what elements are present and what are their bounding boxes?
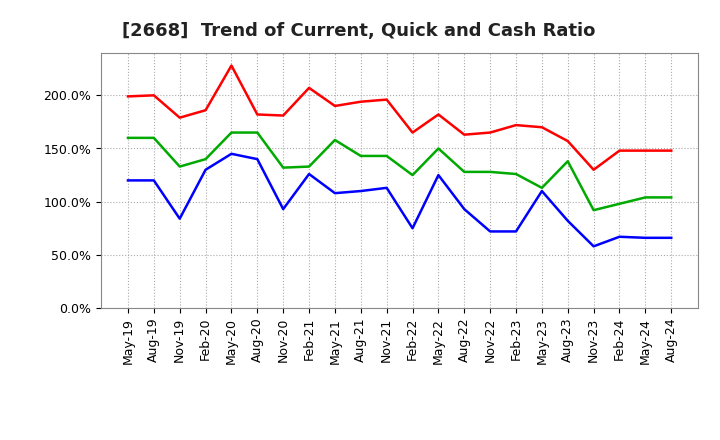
Quick Ratio (538, 185, 546, 191)
Current Ratio (279, 113, 287, 118)
Current Ratio (434, 112, 443, 117)
Cash Ratio (356, 188, 365, 194)
Current Ratio (486, 130, 495, 135)
Current Ratio (150, 93, 158, 98)
Cash Ratio (150, 178, 158, 183)
Cash Ratio (538, 188, 546, 194)
Current Ratio (330, 103, 339, 109)
Current Ratio (408, 130, 417, 135)
Cash Ratio (486, 229, 495, 234)
Quick Ratio (176, 164, 184, 169)
Current Ratio (512, 122, 521, 128)
Quick Ratio (434, 146, 443, 151)
Current Ratio (202, 107, 210, 113)
Cash Ratio (279, 206, 287, 212)
Line: Cash Ratio: Cash Ratio (128, 154, 671, 246)
Cash Ratio (615, 234, 624, 239)
Cash Ratio (382, 185, 391, 191)
Quick Ratio (512, 171, 521, 176)
Cash Ratio (202, 167, 210, 172)
Current Ratio (538, 125, 546, 130)
Cash Ratio (589, 244, 598, 249)
Quick Ratio (382, 153, 391, 158)
Cash Ratio (434, 172, 443, 178)
Quick Ratio (667, 195, 675, 200)
Cash Ratio (667, 235, 675, 240)
Current Ratio (124, 94, 132, 99)
Quick Ratio (408, 172, 417, 178)
Cash Ratio (641, 235, 649, 240)
Cash Ratio (305, 171, 313, 176)
Current Ratio (641, 148, 649, 153)
Quick Ratio (589, 208, 598, 213)
Current Ratio (460, 132, 469, 137)
Line: Current Ratio: Current Ratio (128, 66, 671, 170)
Cash Ratio (253, 157, 261, 162)
Line: Quick Ratio: Quick Ratio (128, 132, 671, 210)
Current Ratio (305, 85, 313, 91)
Cash Ratio (330, 191, 339, 196)
Current Ratio (615, 148, 624, 153)
Quick Ratio (330, 137, 339, 143)
Cash Ratio (176, 216, 184, 221)
Quick Ratio (253, 130, 261, 135)
Quick Ratio (641, 195, 649, 200)
Current Ratio (667, 148, 675, 153)
Quick Ratio (150, 135, 158, 140)
Current Ratio (253, 112, 261, 117)
Quick Ratio (615, 201, 624, 206)
Quick Ratio (564, 159, 572, 164)
Current Ratio (176, 115, 184, 120)
Quick Ratio (124, 135, 132, 140)
Quick Ratio (279, 165, 287, 170)
Cash Ratio (460, 206, 469, 212)
Current Ratio (356, 99, 365, 104)
Quick Ratio (227, 130, 235, 135)
Quick Ratio (460, 169, 469, 175)
Cash Ratio (512, 229, 521, 234)
Cash Ratio (227, 151, 235, 157)
Current Ratio (564, 139, 572, 144)
Current Ratio (589, 167, 598, 172)
Quick Ratio (202, 157, 210, 162)
Current Ratio (227, 63, 235, 68)
Text: [2668]  Trend of Current, Quick and Cash Ratio: [2668] Trend of Current, Quick and Cash … (122, 22, 595, 40)
Cash Ratio (124, 178, 132, 183)
Quick Ratio (305, 164, 313, 169)
Cash Ratio (564, 218, 572, 224)
Cash Ratio (408, 226, 417, 231)
Current Ratio (382, 97, 391, 102)
Quick Ratio (356, 153, 365, 158)
Quick Ratio (486, 169, 495, 175)
